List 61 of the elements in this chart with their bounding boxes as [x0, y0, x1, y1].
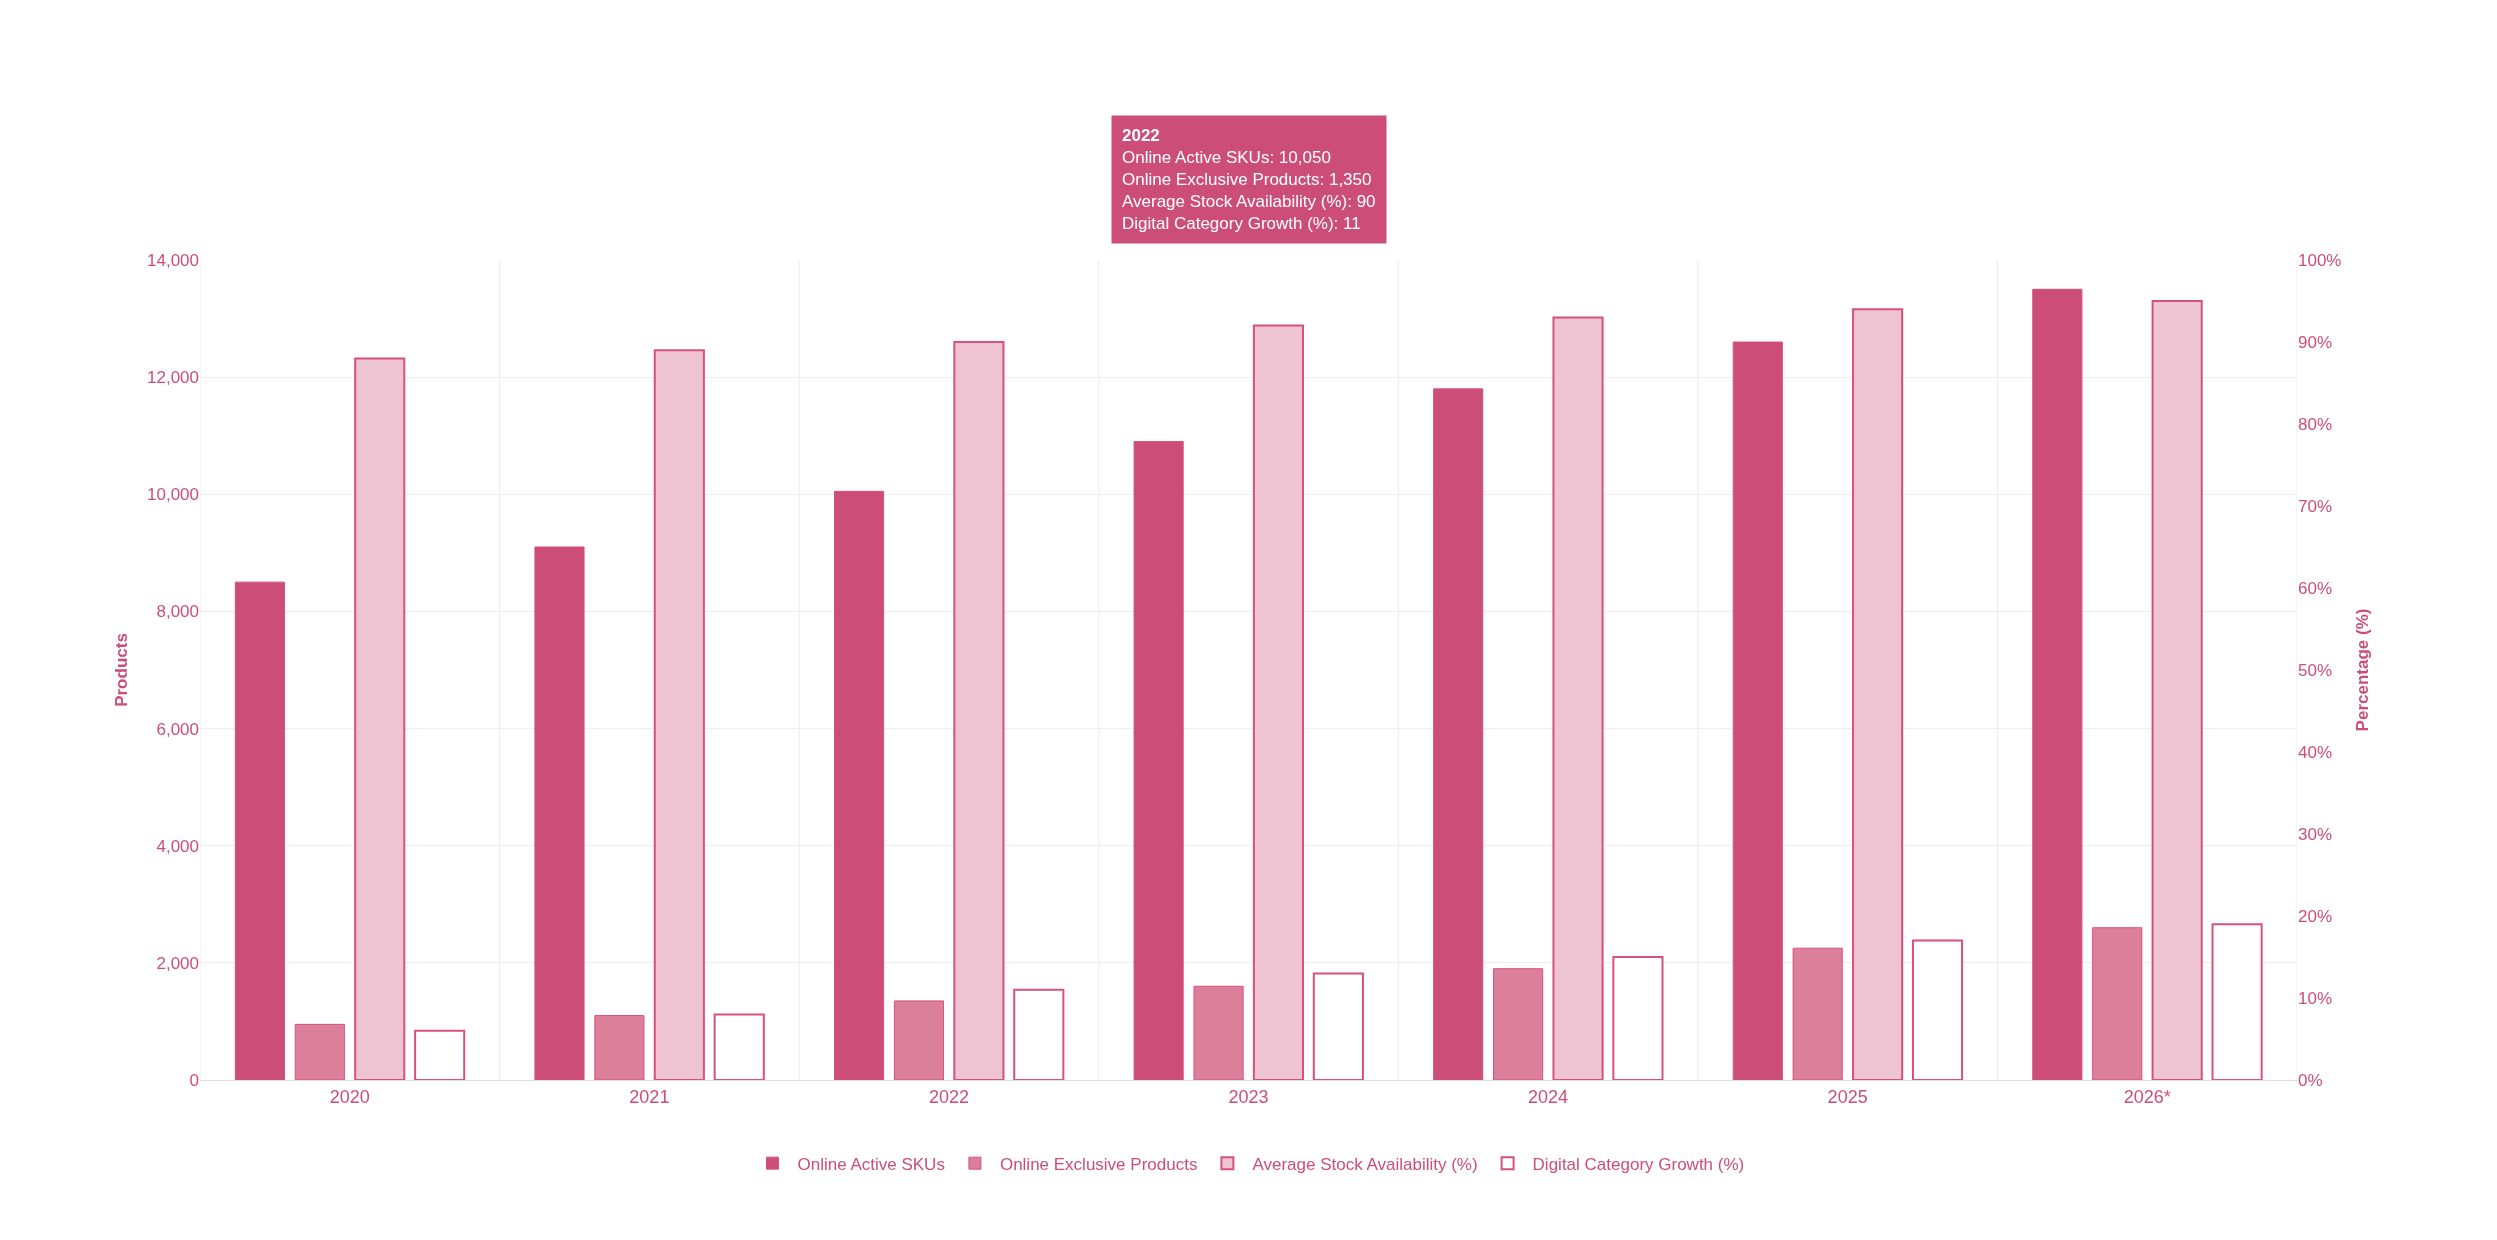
- y-tick-label: 6,000: [156, 719, 199, 739]
- bar: [1612, 956, 1664, 1080]
- y-axis-title: Products: [111, 633, 131, 707]
- bar: [713, 1013, 765, 1080]
- y2-tick-label: 20%: [2298, 906, 2333, 926]
- y-tick-label: 4,000: [156, 836, 199, 856]
- y-tick-label: 10,000: [147, 485, 199, 505]
- y2-tick-label: 30%: [2298, 824, 2333, 844]
- bar: [2151, 300, 2203, 1080]
- y2-axis-title: Percentage (%): [2352, 608, 2372, 732]
- x-tick-label: 2023: [1228, 1086, 1269, 1107]
- legend-label: Online Active SKUs: [797, 1154, 945, 1174]
- x-tick-label: 2021: [629, 1086, 670, 1107]
- y2-tick-label: 40%: [2298, 742, 2333, 762]
- y-tick-label: 0: [189, 1070, 199, 1090]
- bar: [833, 490, 885, 1080]
- bar: [414, 1029, 466, 1080]
- y2-tick-label: 50%: [2298, 660, 2333, 680]
- x-tick-label: 2025: [1827, 1086, 1868, 1107]
- x-tick-label: 2026*: [2123, 1086, 2171, 1107]
- bar: [1852, 308, 1904, 1080]
- y-tick-label: 14,000: [147, 250, 199, 270]
- y2-tick-label: 70%: [2298, 496, 2333, 516]
- y2-tick-label: 100%: [2298, 250, 2342, 270]
- y-tick-label: 8,000: [156, 602, 199, 622]
- bar: [893, 1000, 945, 1080]
- bar: [1252, 324, 1305, 1080]
- x-tick-label: 2022: [928, 1086, 969, 1107]
- bar: [2092, 927, 2143, 1080]
- y2-tick-label: 10%: [2298, 988, 2333, 1008]
- bar: [2032, 288, 2083, 1080]
- bar: [1193, 985, 1244, 1080]
- legend-label: Online Exclusive Products: [999, 1154, 1198, 1174]
- bar: [534, 546, 585, 1080]
- legend-label: Digital Category Growth (%): [1532, 1154, 1745, 1174]
- bar: [1732, 341, 1783, 1080]
- y2-tick-label: 0%: [2298, 1070, 2323, 1090]
- legend-label: Average Stock Availability (%): [1252, 1154, 1478, 1174]
- y-tick-label: 2,000: [156, 953, 199, 973]
- bar: [354, 357, 406, 1080]
- text: 2022 Online Active SKUs: 10,050 Online Exclusive Products: 1,350 Average Stock Availability (%): 90 Digital Category Growth (%): 11: [1122, 126, 1376, 234]
- bar: [1433, 388, 1484, 1080]
- bar: [953, 341, 1005, 1080]
- bar: [594, 1015, 645, 1080]
- bar: [1911, 939, 1964, 1080]
- y2-tick-label: 80%: [2298, 414, 2333, 434]
- bar: [2211, 923, 2263, 1080]
- bar: [653, 349, 705, 1080]
- bar: [1552, 316, 1604, 1080]
- bar: [294, 1023, 345, 1080]
- y-tick-label: 12,000: [147, 368, 199, 388]
- x-tick-label: 2020: [329, 1086, 370, 1107]
- bar: [1013, 988, 1065, 1080]
- bar: [1493, 968, 1544, 1080]
- bar: [1312, 972, 1364, 1080]
- y2-tick-label: 90%: [2298, 332, 2333, 352]
- bar: [1792, 947, 1843, 1080]
- bar: [1133, 441, 1184, 1080]
- y2-tick-label: 60%: [2298, 578, 2333, 598]
- x-tick-label: 2024: [1528, 1086, 1569, 1107]
- bar: [234, 581, 285, 1080]
